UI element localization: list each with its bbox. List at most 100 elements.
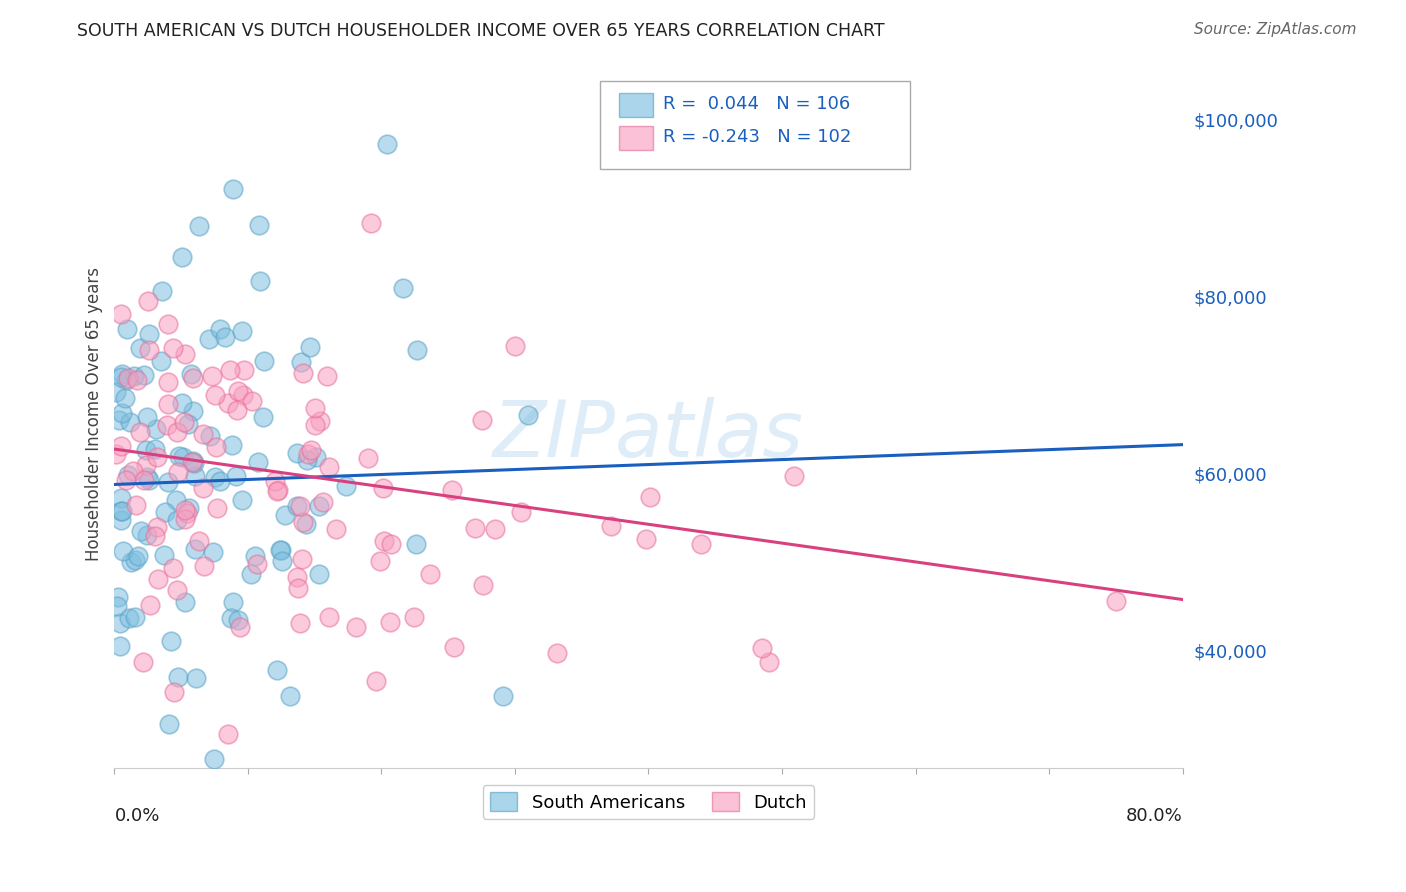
Point — [219, 363, 242, 377]
Point — [472, 578, 495, 592]
Y-axis label: Householder Income Over 65 years: Householder Income Over 65 years — [86, 267, 103, 561]
Point — [373, 481, 395, 495]
Point — [153, 505, 176, 519]
Point — [128, 341, 150, 355]
Point — [176, 506, 198, 520]
Point — [150, 284, 173, 298]
Point — [231, 325, 253, 339]
Point — [198, 332, 221, 346]
Point — [181, 371, 204, 385]
Point — [157, 475, 180, 489]
Point — [138, 473, 160, 487]
Point — [270, 553, 292, 567]
Point — [243, 549, 266, 564]
Point — [318, 459, 340, 474]
Point — [157, 397, 180, 411]
Text: $80,000: $80,000 — [1194, 290, 1267, 308]
Point — [269, 543, 291, 558]
Point — [273, 508, 295, 522]
Point — [278, 689, 301, 703]
Point — [143, 442, 166, 457]
Point — [270, 542, 292, 557]
Point — [204, 470, 226, 484]
Point — [600, 519, 623, 533]
Point — [242, 393, 264, 408]
Point — [110, 513, 132, 527]
Point — [252, 354, 274, 368]
Point — [188, 534, 211, 549]
Point — [104, 385, 127, 400]
Point — [118, 416, 141, 430]
Point — [165, 492, 187, 507]
Point — [292, 515, 315, 529]
Point — [285, 570, 308, 584]
Point — [318, 610, 340, 624]
Point — [392, 281, 415, 295]
Point — [132, 655, 155, 669]
Point — [180, 368, 202, 382]
Point — [295, 517, 318, 532]
Point — [139, 598, 162, 612]
Point — [117, 322, 139, 336]
Point — [156, 318, 179, 332]
Point — [202, 752, 225, 766]
Point — [181, 404, 204, 418]
Point — [110, 504, 132, 518]
Point — [225, 468, 247, 483]
Point — [160, 634, 183, 648]
Point — [378, 615, 401, 630]
Point — [232, 388, 254, 402]
Point — [263, 474, 285, 488]
Point — [291, 552, 314, 566]
Point — [201, 368, 224, 383]
Point — [110, 439, 132, 453]
Point — [252, 410, 274, 425]
Point — [167, 450, 190, 464]
Point — [183, 542, 205, 557]
Point — [405, 536, 427, 550]
Point — [471, 412, 494, 426]
Point — [751, 640, 773, 655]
Point — [172, 450, 194, 465]
Point — [120, 555, 142, 569]
Point — [380, 537, 402, 551]
Point — [266, 663, 288, 677]
Point — [290, 355, 312, 369]
Point — [366, 673, 388, 688]
Point — [373, 533, 395, 548]
Point — [174, 594, 197, 608]
Point — [145, 450, 167, 464]
Point — [315, 368, 337, 383]
Point — [204, 387, 226, 401]
Point — [217, 396, 239, 410]
Point — [162, 560, 184, 574]
Point — [335, 479, 357, 493]
Point — [145, 422, 167, 436]
Point — [689, 537, 711, 551]
Point — [108, 616, 131, 631]
Point — [145, 529, 167, 543]
Point — [159, 716, 181, 731]
Point — [166, 583, 188, 598]
Point — [117, 371, 139, 385]
Point — [191, 482, 214, 496]
Text: R = -0.243   N = 102: R = -0.243 N = 102 — [664, 128, 852, 146]
Point — [134, 443, 156, 458]
Point — [304, 417, 326, 432]
Point — [115, 373, 138, 387]
Point — [180, 454, 202, 468]
Point — [188, 219, 211, 234]
Point — [205, 501, 228, 516]
Point — [308, 414, 330, 428]
Point — [138, 327, 160, 342]
Point — [312, 494, 335, 508]
Point — [129, 524, 152, 538]
Point — [406, 343, 429, 357]
Point — [198, 429, 221, 443]
Text: ZIPatlas: ZIPatlas — [494, 397, 804, 473]
Point — [146, 520, 169, 534]
Point — [135, 527, 157, 541]
Point — [419, 567, 441, 582]
Point — [170, 250, 193, 264]
Point — [162, 341, 184, 355]
